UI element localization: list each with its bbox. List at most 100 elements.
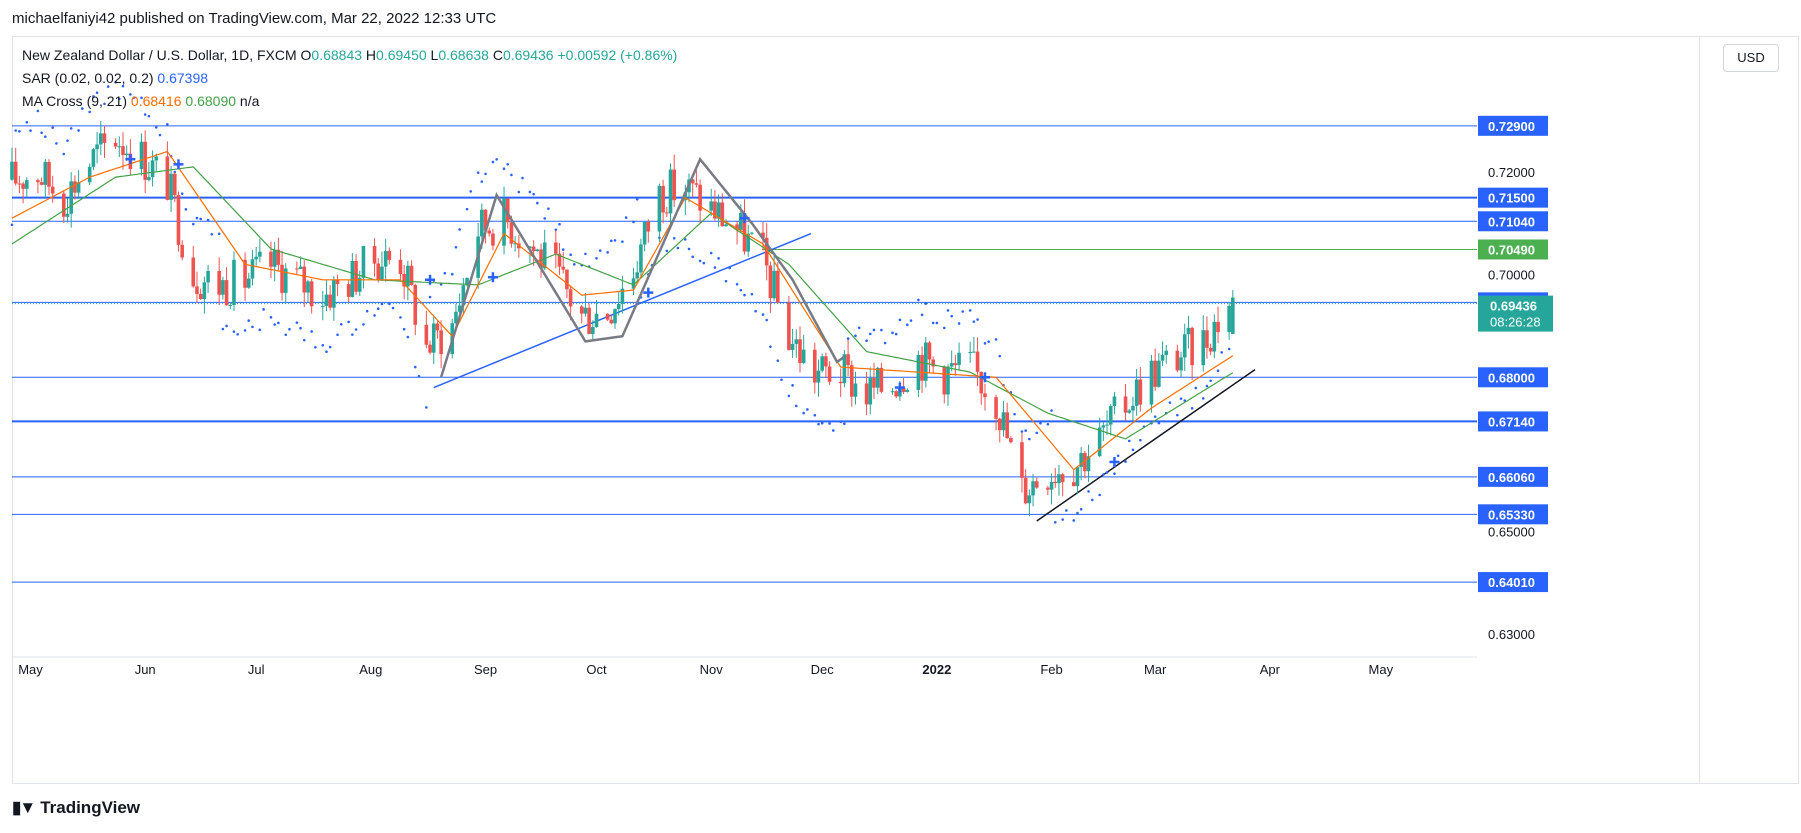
- candle-body: [1231, 297, 1235, 307]
- currency-button[interactable]: USD: [1723, 44, 1779, 72]
- candle-body: [36, 180, 40, 183]
- sar-dot: [1201, 397, 1205, 400]
- candle-body: [1208, 347, 1213, 352]
- candle-body: [794, 339, 799, 344]
- candle-body: [720, 202, 725, 227]
- sar-dot: [314, 345, 317, 349]
- candle-body: [927, 342, 932, 360]
- sar-dot: [480, 180, 484, 183]
- level-label-bg: [1478, 572, 1548, 593]
- candle-body: [1105, 424, 1109, 426]
- sar-dot: [1079, 508, 1083, 511]
- sar-dot: [547, 207, 550, 210]
- candle-body: [1149, 360, 1154, 405]
- sar-dot: [610, 239, 613, 243]
- candles: [10, 120, 1235, 517]
- candle-body: [620, 288, 625, 304]
- sar-dot: [417, 374, 421, 378]
- level-label: 0.66060: [1488, 470, 1535, 485]
- sar-dot: [1053, 520, 1057, 524]
- candle-body: [1075, 466, 1080, 487]
- tradingview-logo[interactable]: ▮▼ TradingView: [12, 798, 140, 818]
- sar-dot: [802, 411, 805, 415]
- sar-dot: [561, 248, 565, 251]
- sar-dot: [247, 319, 251, 322]
- sar-dot: [321, 344, 325, 347]
- candle-body: [1060, 474, 1065, 483]
- candle-body: [949, 363, 954, 367]
- sar-dot: [883, 341, 887, 345]
- candle-body: [1071, 482, 1076, 487]
- sar-dot: [143, 113, 147, 116]
- candle-body: [1190, 327, 1194, 366]
- sar-dot: [158, 133, 162, 137]
- candle-body: [246, 278, 251, 288]
- legend-symbol-row[interactable]: New Zealand Dollar / U.S. Dollar, 1D, FX…: [22, 44, 677, 67]
- sar-dot: [251, 325, 254, 329]
- candle-body: [480, 209, 484, 237]
- sar-dot: [206, 218, 210, 222]
- sar-dot: [92, 95, 95, 98]
- sar-dot: [166, 122, 169, 126]
- legend-ma-row[interactable]: MA Cross (9, 21) 0.68416 0.68090 n/a: [22, 90, 677, 113]
- chart-pane[interactable]: [12, 36, 1700, 784]
- candle-body: [191, 257, 196, 287]
- sar-dot: [1124, 460, 1127, 463]
- sar-dot: [702, 261, 706, 265]
- candle-body: [1216, 321, 1220, 333]
- trendline: [1036, 368, 1256, 522]
- sar-dot: [1087, 490, 1090, 493]
- candle-body: [694, 183, 699, 185]
- sar-dot: [450, 272, 454, 276]
- sar-dot: [1028, 437, 1031, 441]
- sar-dot: [613, 239, 617, 242]
- candle-body: [716, 202, 721, 219]
- candle-body: [372, 245, 377, 264]
- candle-body: [923, 342, 928, 381]
- countdown-label: 08:26:28: [1490, 315, 1541, 330]
- candle-body: [428, 344, 432, 353]
- sar-dot: [1183, 399, 1187, 402]
- candle-body: [801, 349, 806, 364]
- sar-dot: [18, 130, 21, 133]
- pattern-polyline: [439, 156, 846, 378]
- candle-body: [165, 156, 170, 200]
- candle-body: [431, 323, 436, 353]
- candle-body: [258, 251, 262, 257]
- sar-dot: [573, 263, 576, 266]
- sar-dot: [469, 190, 473, 193]
- candle-body: [713, 201, 717, 219]
- sar-dot: [606, 251, 609, 254]
- candle-body: [1160, 354, 1165, 361]
- candle-body: [1201, 330, 1206, 366]
- level-label: 0.64010: [1488, 575, 1535, 590]
- sar-dot: [302, 338, 306, 342]
- sar-dot: [724, 279, 728, 283]
- ohlc-high-value: 0.69450: [376, 47, 427, 63]
- sar-dot: [184, 208, 188, 211]
- sar-dot: [843, 422, 846, 426]
- sar-dot: [269, 316, 273, 319]
- candle-body: [816, 370, 821, 383]
- price-axis-pane[interactable]: [1700, 36, 1799, 784]
- candle-body: [535, 249, 540, 252]
- candle-body: [487, 230, 492, 234]
- candle-body: [483, 209, 488, 231]
- sar-dot: [942, 326, 946, 330]
- sar-dot: [1190, 406, 1194, 410]
- sar-dot: [532, 192, 535, 196]
- candle-body: [505, 198, 510, 223]
- candle-body: [424, 324, 429, 345]
- candle-body: [920, 354, 924, 381]
- candle-body: [668, 169, 673, 214]
- time-tick-label: Feb: [1040, 662, 1062, 677]
- candle-body: [1027, 495, 1032, 504]
- candle-body: [102, 133, 107, 143]
- symbol-title: New Zealand Dollar / U.S. Dollar, 1D, FX…: [22, 47, 297, 63]
- sar-dot: [510, 173, 513, 177]
- legend-sar-row[interactable]: SAR (0.02, 0.02, 0.2) 0.67398: [22, 67, 677, 90]
- candle-body: [254, 256, 258, 260]
- sar-dot: [558, 222, 561, 226]
- sar-dot: [909, 319, 913, 322]
